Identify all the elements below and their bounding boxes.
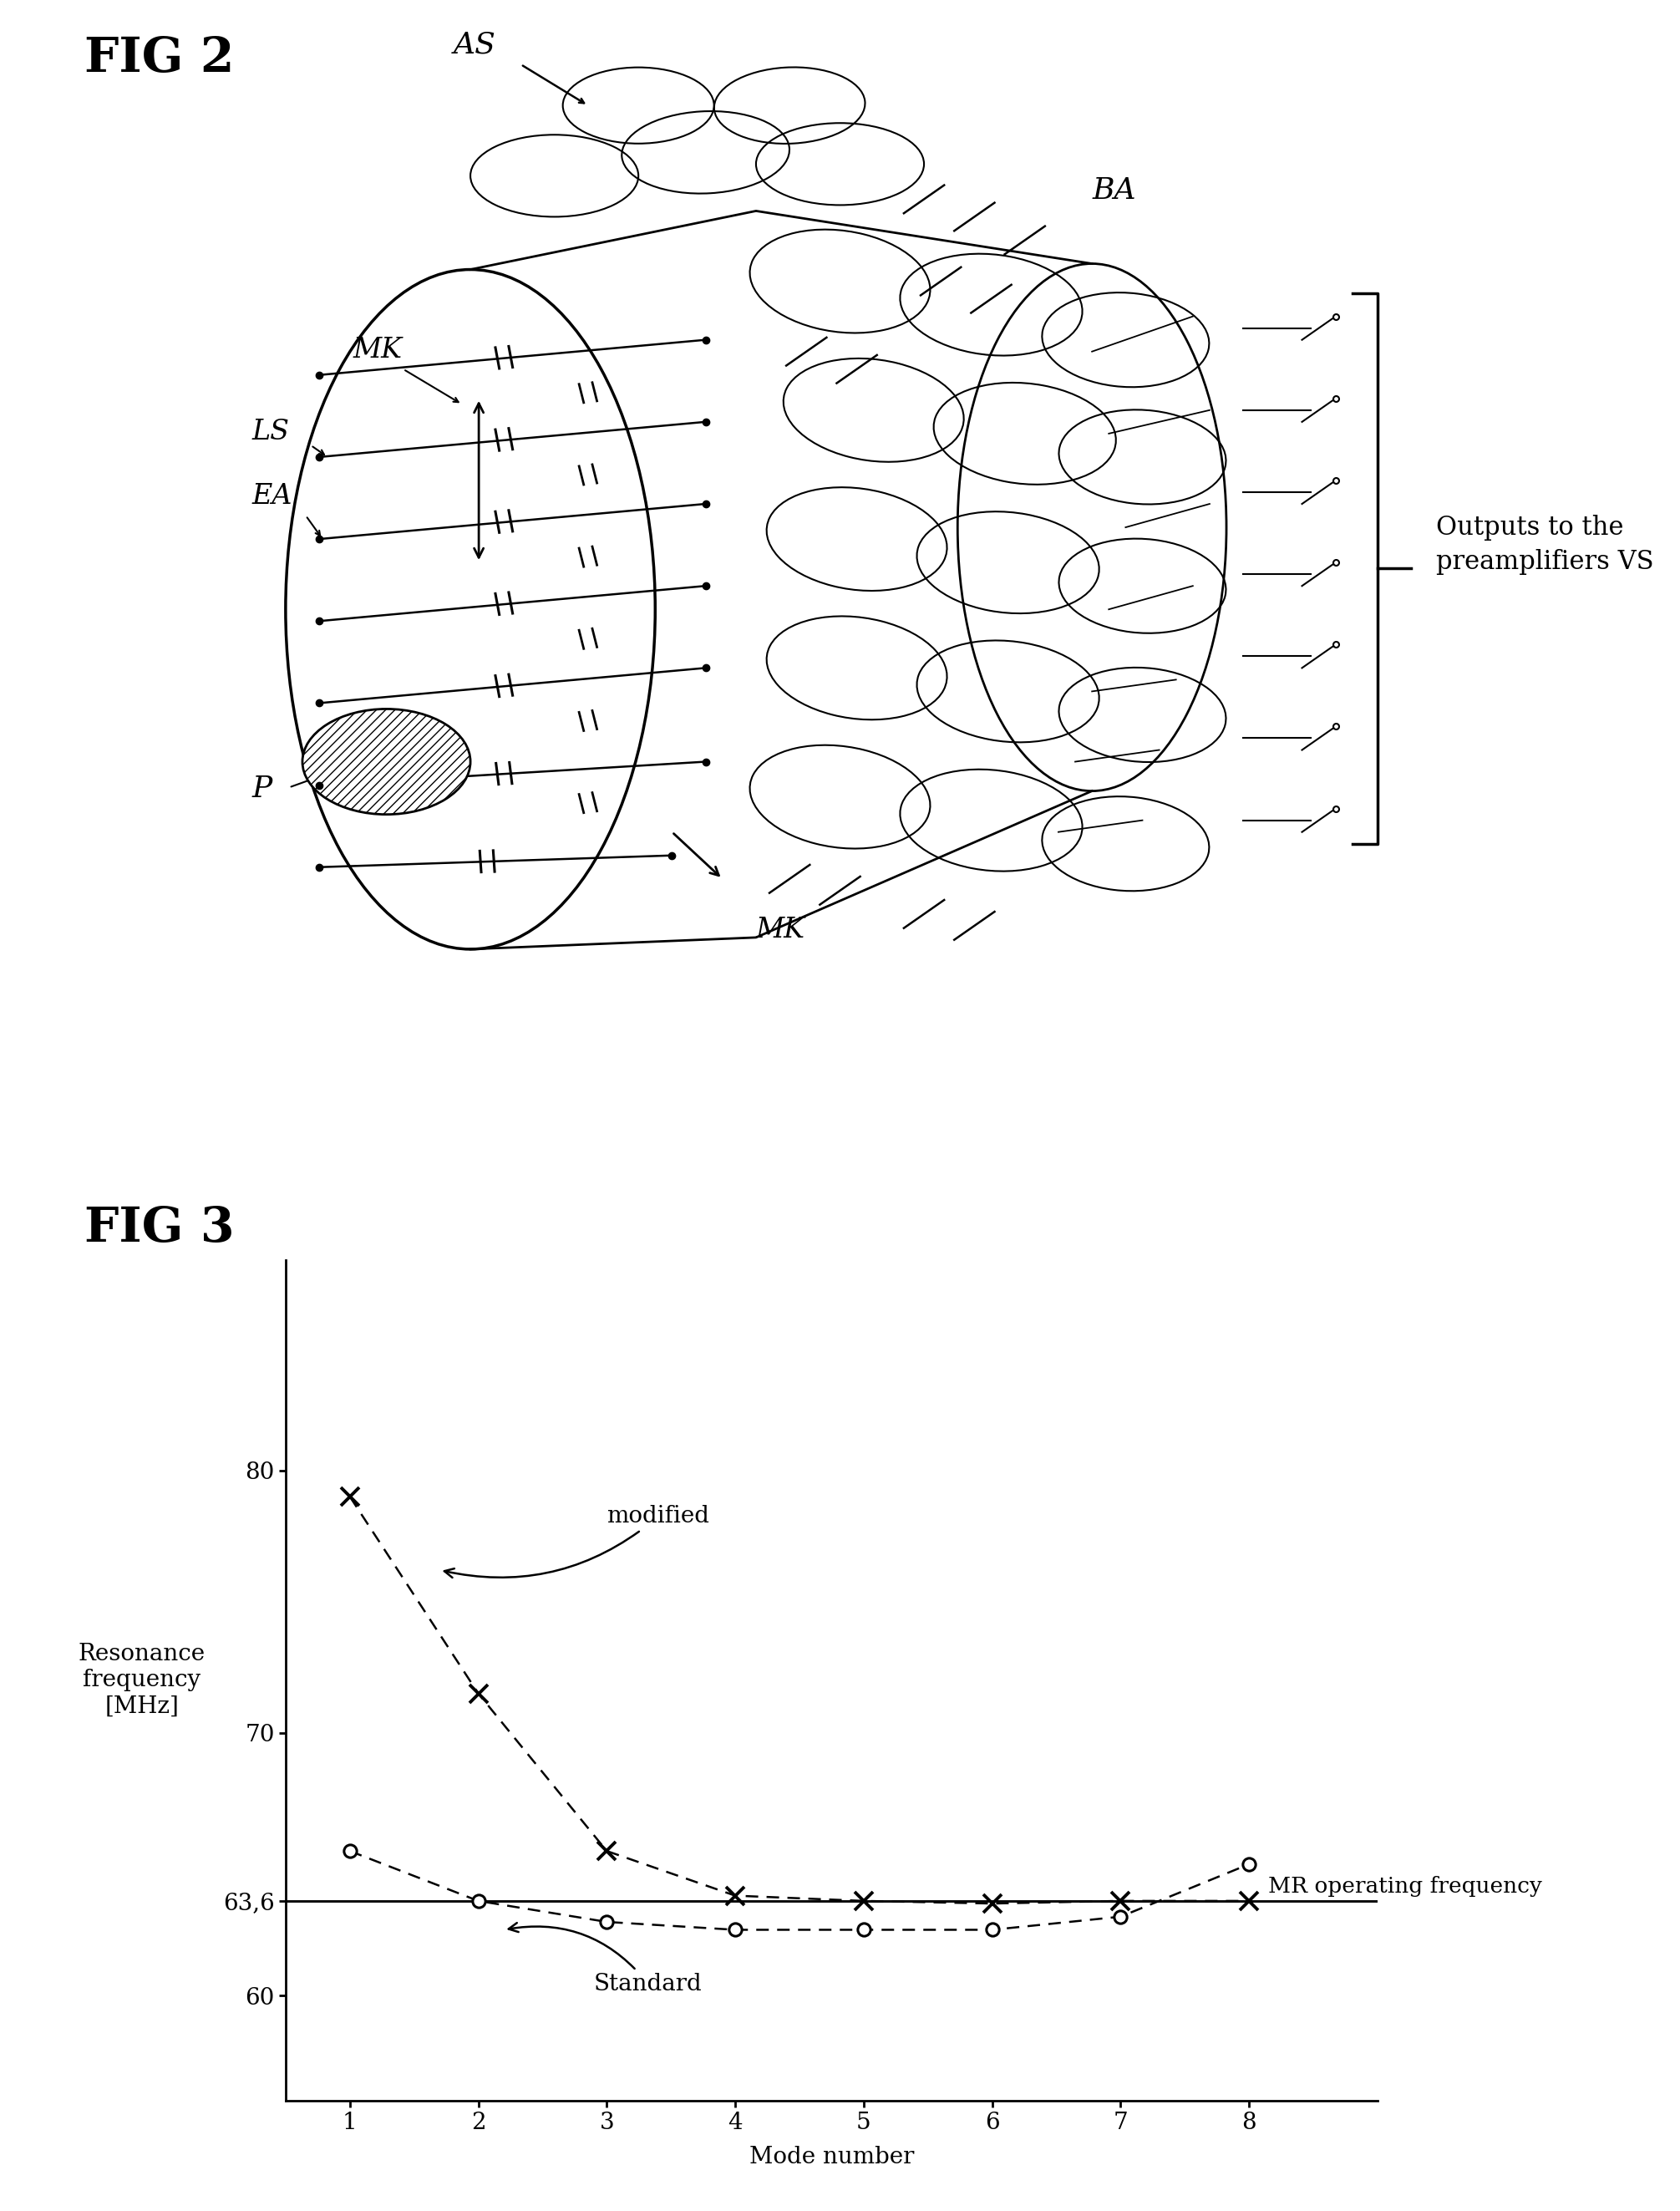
Text: P: P xyxy=(252,774,272,803)
Text: Outputs to the
preamplifiers VS: Outputs to the preamplifiers VS xyxy=(1436,515,1655,575)
X-axis label: Mode number: Mode number xyxy=(749,2145,914,2169)
Text: AS: AS xyxy=(454,31,496,57)
Text: EA: EA xyxy=(252,482,292,511)
Text: MR operating frequency: MR operating frequency xyxy=(1268,1877,1542,1897)
Text: Standard: Standard xyxy=(509,1924,702,1994)
Text: LS: LS xyxy=(252,418,289,444)
Text: modified: modified xyxy=(444,1506,709,1579)
Text: MK: MK xyxy=(353,336,402,363)
Ellipse shape xyxy=(302,710,470,814)
Text: FIG 3: FIG 3 xyxy=(84,1205,234,1251)
Text: MK: MK xyxy=(756,918,805,944)
Text: FIG 2: FIG 2 xyxy=(84,35,234,82)
Y-axis label: Resonance
frequency
[MHz]: Resonance frequency [MHz] xyxy=(79,1643,205,1718)
Text: BA: BA xyxy=(1092,177,1136,206)
